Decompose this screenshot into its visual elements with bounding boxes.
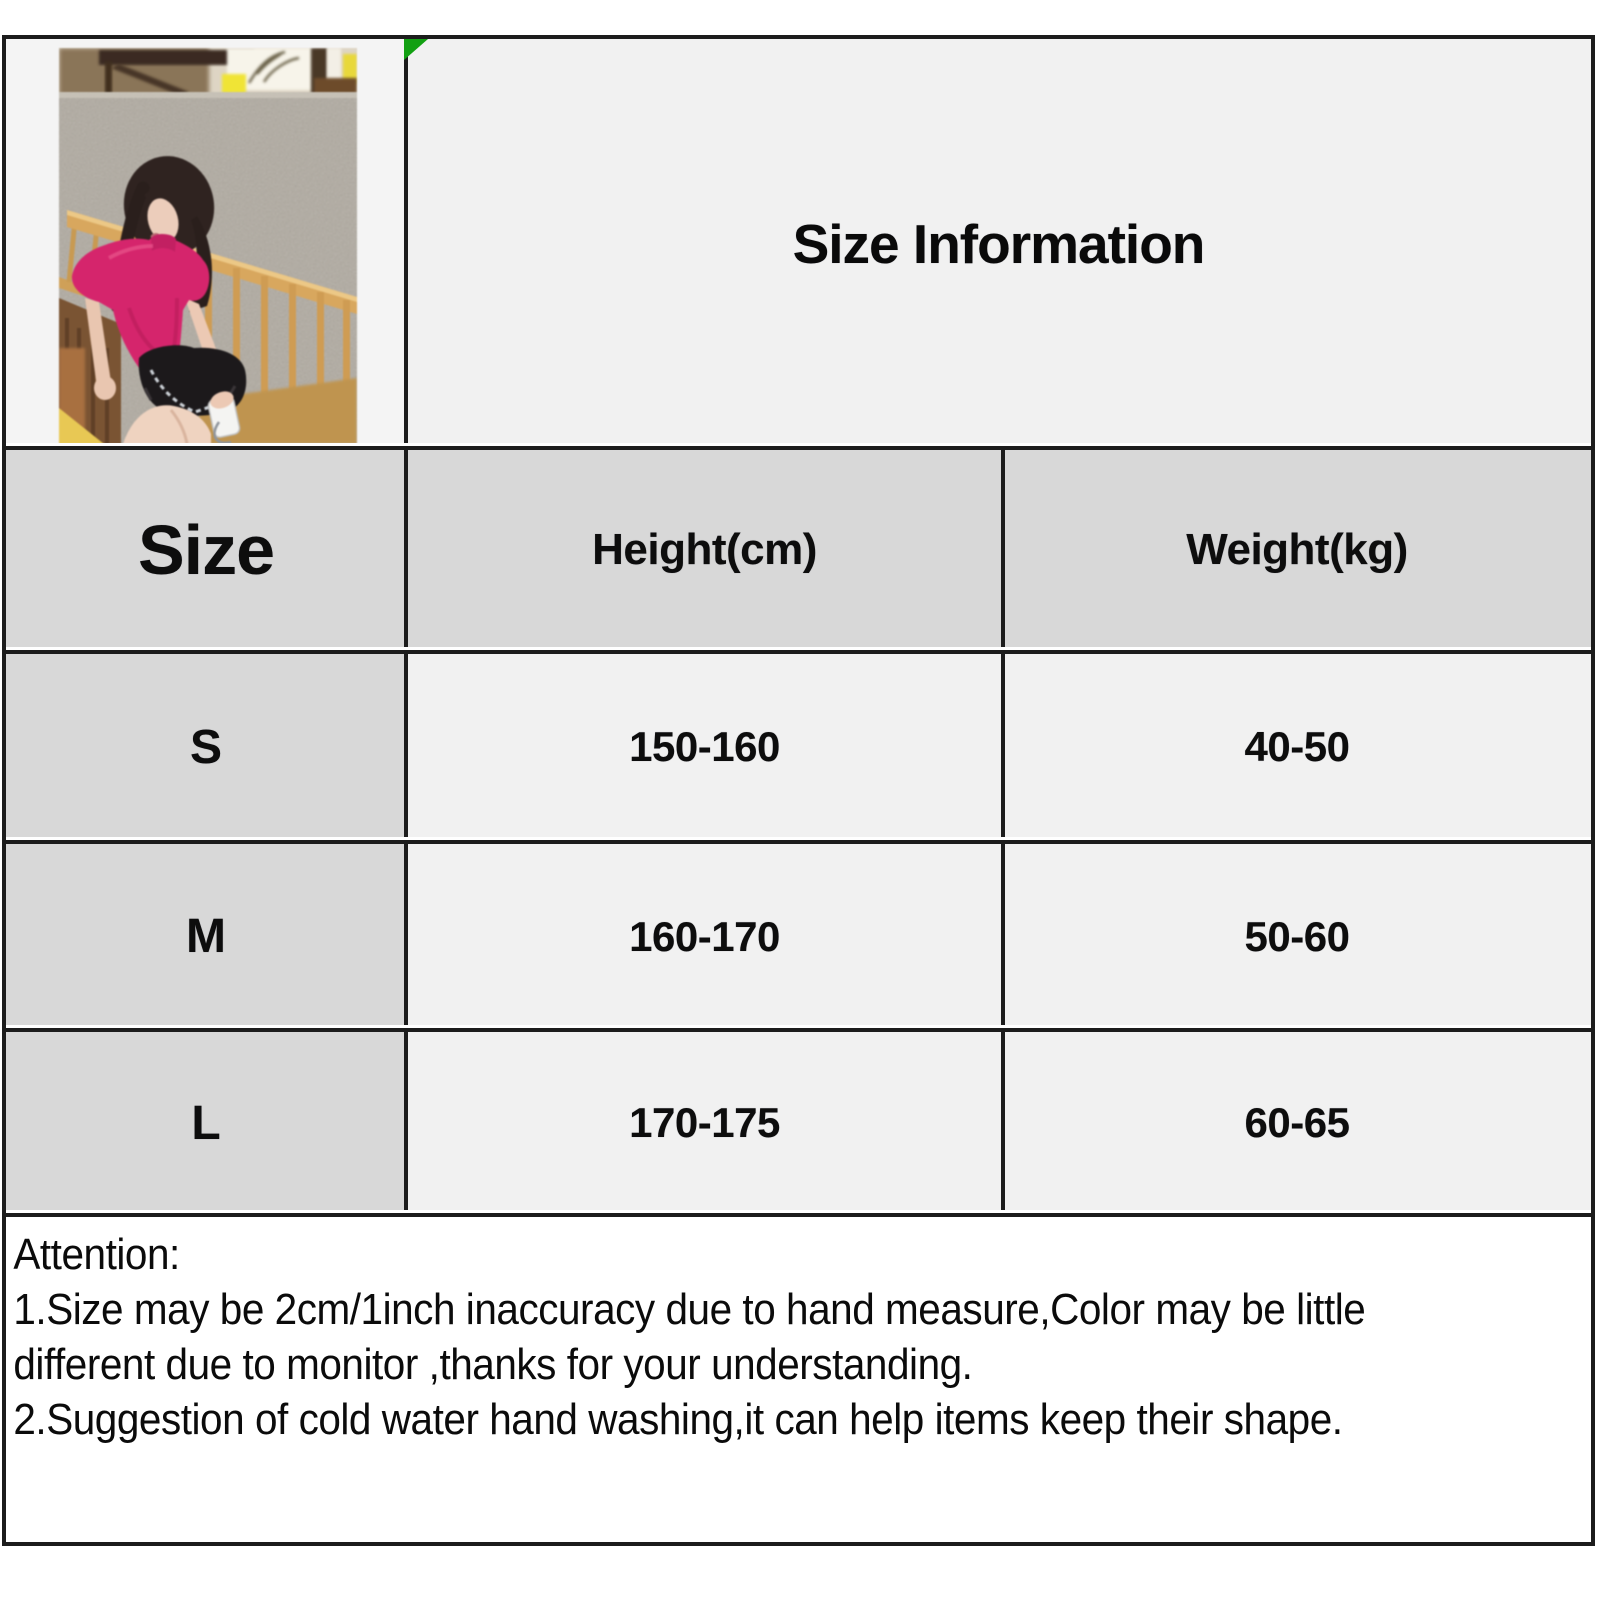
table-row-l-weight-cell: 60-65 bbox=[1003, 1031, 1591, 1215]
table-row-s-height-cell: 150-160 bbox=[406, 652, 1003, 842]
table-row-s-weight-cell: 40-50 bbox=[1003, 652, 1591, 842]
table-row-s-size-cell: S bbox=[6, 652, 406, 842]
size-chart-frame: Size Information Size Height(cm) Weight(… bbox=[2, 35, 1595, 1546]
height-value-m: 160-170 bbox=[629, 912, 780, 960]
col-header-size: Size bbox=[137, 511, 275, 589]
product-photo bbox=[59, 48, 357, 444]
photo-model-figure bbox=[71, 156, 247, 444]
size-label-l: L bbox=[191, 1096, 221, 1150]
page-title: Size Information bbox=[792, 212, 1206, 275]
col-header-weight-cell: Weight(kg) bbox=[1003, 448, 1591, 652]
grid-horizontal-line-1 bbox=[6, 446, 1591, 450]
weight-value-m: 50-60 bbox=[1244, 912, 1350, 960]
attention-section: Attention: 1.Size may be 2cm/1inch inacc… bbox=[6, 1215, 1591, 1542]
grid-vertical-line-2 bbox=[1001, 446, 1005, 1215]
table-row-m-height-cell: 160-170 bbox=[406, 842, 1003, 1031]
table-row-l-size-cell: L bbox=[6, 1031, 406, 1215]
grid-horizontal-line-4 bbox=[6, 1028, 1591, 1032]
grid-vertical-line-1 bbox=[404, 39, 408, 1215]
attention-heading: Attention: bbox=[13, 1230, 180, 1279]
photo-phone bbox=[207, 391, 241, 444]
height-value-l: 170-175 bbox=[629, 1099, 780, 1146]
grid-horizontal-line-3 bbox=[6, 840, 1591, 844]
size-label-s: S bbox=[189, 720, 222, 774]
grid-horizontal-line-5 bbox=[6, 1213, 1591, 1217]
grid-horizontal-line-2 bbox=[6, 650, 1591, 654]
photo-background-shelf bbox=[59, 48, 357, 98]
col-header-height-cell: Height(cm) bbox=[406, 448, 1003, 652]
size-label-m: M bbox=[186, 910, 226, 963]
photo-cell bbox=[6, 39, 406, 448]
weight-value-s: 40-50 bbox=[1244, 723, 1350, 770]
title-cell: Size Information bbox=[406, 39, 1591, 448]
col-header-height: Height(cm) bbox=[592, 525, 817, 574]
col-header-weight: Weight(kg) bbox=[1186, 525, 1408, 574]
table-row-m-size-cell: M bbox=[6, 842, 406, 1031]
col-header-size-cell: Size bbox=[6, 448, 406, 652]
attention-line-1-continued: different due to monitor ,thanks for you… bbox=[13, 1340, 973, 1389]
height-value-s: 150-160 bbox=[629, 723, 780, 770]
attention-line-2: 2.Suggestion of cold water hand washing,… bbox=[13, 1395, 1343, 1444]
attention-line-1: 1.Size may be 2cm/1inch inaccuracy due t… bbox=[13, 1285, 1366, 1334]
table-row-l-height-cell: 170-175 bbox=[406, 1031, 1003, 1215]
table-row-m-weight-cell: 50-60 bbox=[1003, 842, 1591, 1031]
weight-value-l: 60-65 bbox=[1244, 1099, 1350, 1146]
